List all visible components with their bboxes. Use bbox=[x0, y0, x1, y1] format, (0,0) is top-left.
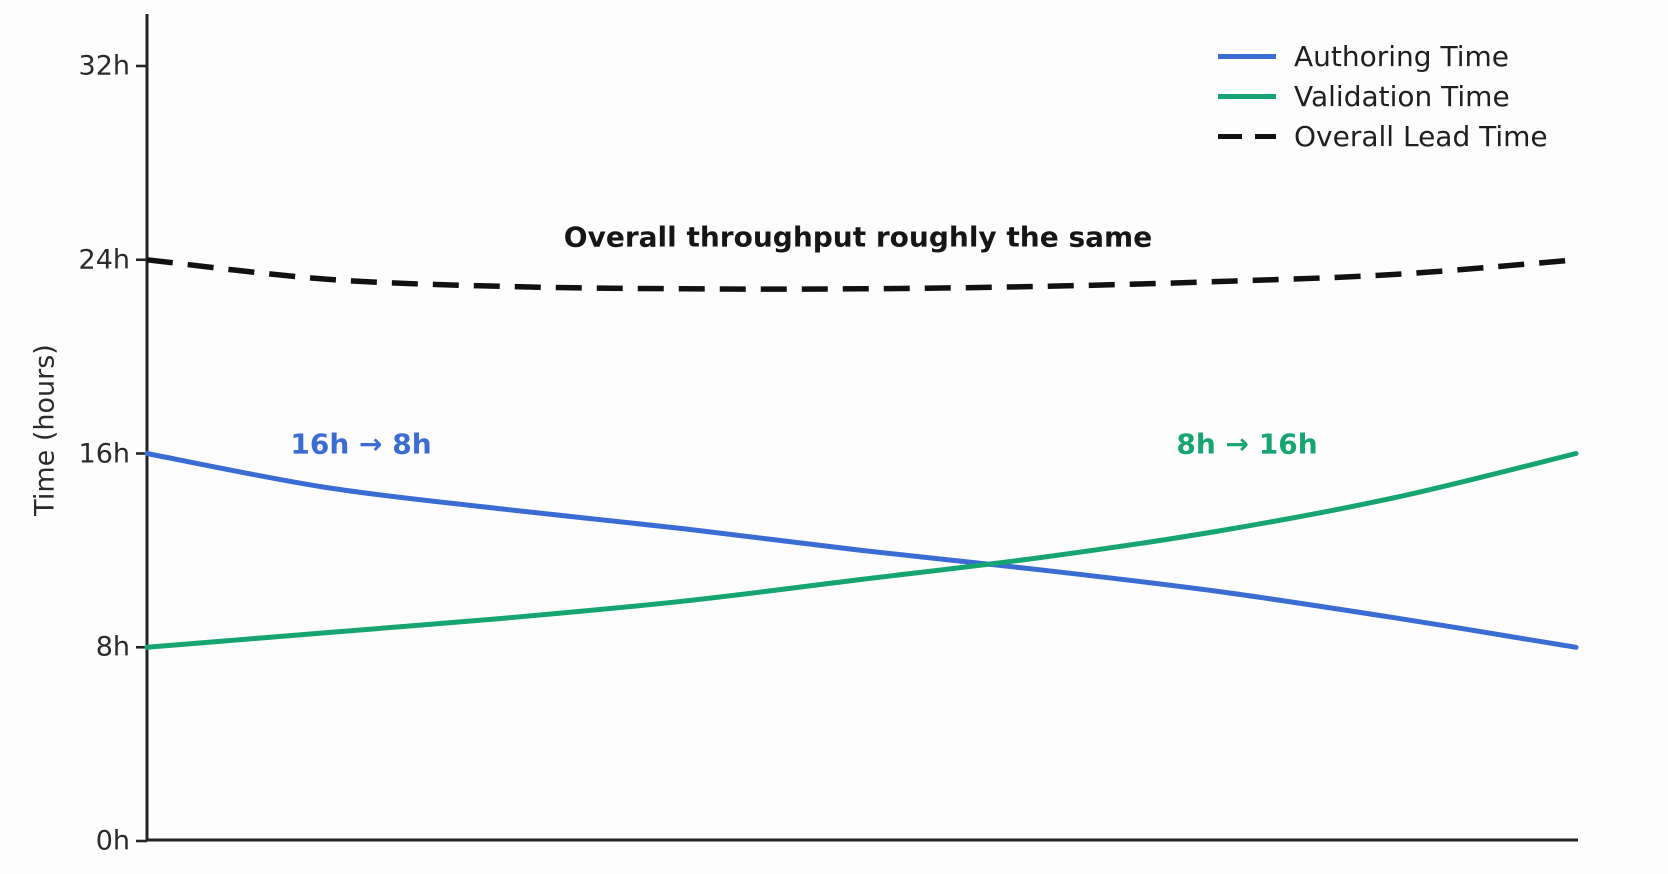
y-tick-label-24h: 24h bbox=[78, 244, 130, 276]
annotation-validation-change: 8h → 16h bbox=[1176, 427, 1318, 461]
legend-label-authoring-time: Authoring Time bbox=[1294, 39, 1509, 73]
legend-item-overall-lead-time: Overall Lead Time bbox=[1218, 116, 1548, 156]
y-axis-label: Time (hours) bbox=[29, 344, 61, 516]
legend-label-validation-time: Validation Time bbox=[1294, 79, 1510, 113]
legend-line-swatch-solid-blue bbox=[1218, 53, 1276, 59]
y-tick-label-8h: 8h bbox=[95, 631, 130, 663]
legend-line-swatch-dashed-black bbox=[1218, 133, 1276, 139]
legend-line-swatch-solid-green bbox=[1218, 93, 1276, 99]
y-axis-tick-marks bbox=[136, 64, 147, 843]
series-overall-lead-time bbox=[146, 257, 1577, 292]
series-authoring-time bbox=[144, 451, 1579, 650]
y-tick-label-32h: 32h bbox=[78, 50, 130, 82]
legend: Authoring Time Validation Time Overall L… bbox=[1218, 36, 1548, 156]
annotation-overall-throughput: Overall throughput roughly the same bbox=[563, 220, 1153, 254]
axes bbox=[136, 14, 1578, 843]
y-tick-label-16h: 16h bbox=[78, 438, 130, 469]
series-validation-time bbox=[144, 451, 1579, 650]
annotation-authoring-change: 16h → 8h bbox=[290, 427, 432, 461]
legend-label-overall-lead-time: Overall Lead Time bbox=[1294, 119, 1548, 153]
legend-item-authoring-time: Authoring Time bbox=[1218, 36, 1548, 76]
y-tick-label-0h: 0h bbox=[95, 825, 130, 857]
legend-item-validation-time: Validation Time bbox=[1218, 76, 1548, 116]
